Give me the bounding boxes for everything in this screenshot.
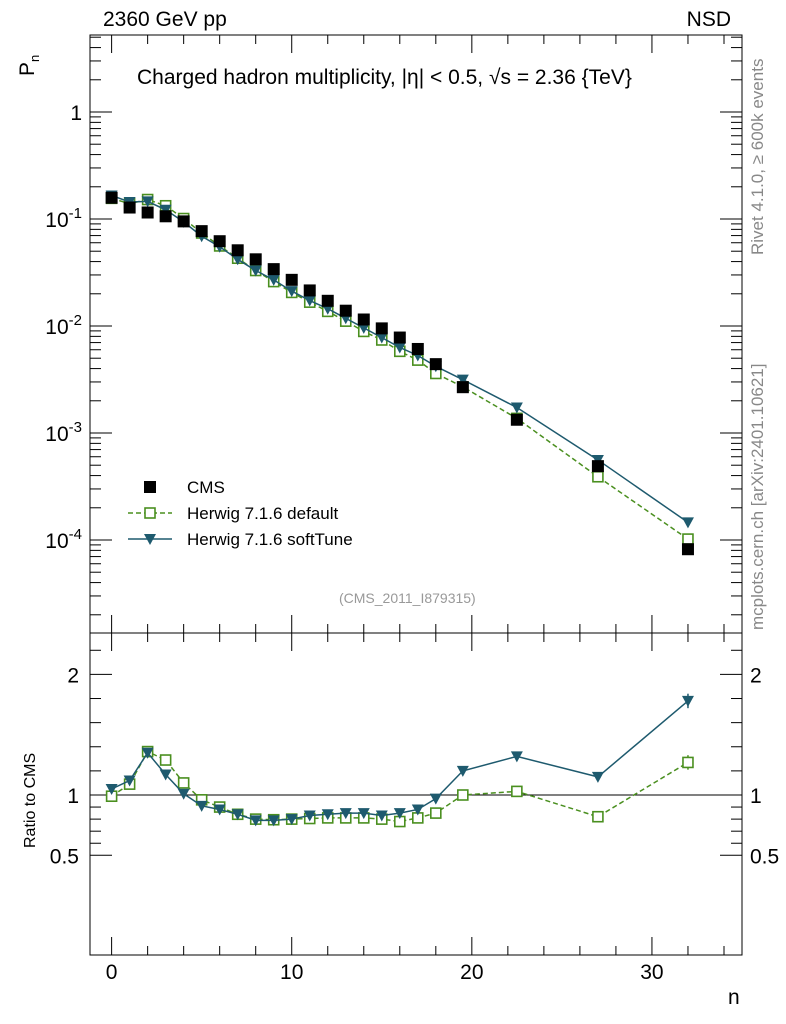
cms-point [177, 215, 190, 228]
ratio-ytick-label-right: 2 [750, 664, 762, 687]
legend-marker [144, 481, 156, 493]
softtune-point [357, 322, 370, 334]
ratio-softtune-point [177, 788, 190, 800]
ratio-softtune-point [267, 815, 280, 827]
ratio-softtune-point [285, 814, 298, 826]
ratio-softtune-point [411, 804, 424, 816]
ratio-softtune-point [393, 808, 406, 820]
main-ytick-label: 10-2 [45, 312, 82, 339]
cms-point [591, 460, 604, 473]
ratio-default-point [177, 777, 190, 789]
cms-point [249, 253, 262, 266]
softtune-point [267, 274, 280, 286]
cms-point [510, 413, 523, 426]
main-ytick-label: 10-4 [45, 526, 82, 553]
cms-point [429, 358, 442, 371]
softtune-point [303, 295, 316, 307]
default-point [682, 533, 694, 545]
cms-point [105, 191, 118, 204]
ratio-softtune-point [510, 751, 523, 763]
header-nsd-label: NSD [686, 8, 731, 31]
cms-point [213, 235, 226, 248]
ratio-softtune-point [303, 810, 316, 822]
legend-label: CMS [187, 478, 225, 497]
ratio-xtick-label: 10 [280, 961, 303, 984]
ratio-default-point [592, 810, 604, 823]
ratio-softtune-point [321, 809, 334, 821]
cms-point [456, 381, 469, 394]
softtune-point [375, 332, 388, 344]
cms-point [411, 342, 424, 355]
ratio-default-point [511, 785, 523, 798]
main-ytick-label: 10-1 [45, 205, 82, 232]
analysis-tag: (CMS_2011_I879315) [339, 590, 476, 606]
ratio-softtune-point [357, 808, 370, 820]
ratio-xtick-label: 0 [106, 961, 118, 984]
ratio-softtune-point [249, 815, 262, 827]
softtune-point [285, 286, 298, 298]
cms-point [321, 294, 334, 307]
ratio-softtune-point [591, 771, 604, 783]
cms-point [375, 322, 388, 335]
ratio-default-point [457, 789, 469, 801]
x-axis-label: n [728, 986, 740, 1009]
legend-label: Herwig 7.1.6 default [187, 504, 338, 523]
default-line [111, 197, 689, 540]
cms-point [195, 225, 208, 238]
ratio-default-point [159, 754, 172, 766]
cms-point [159, 210, 172, 223]
softtune-point [681, 517, 694, 529]
ratio-softtune-point [195, 800, 208, 812]
softtune-point [249, 265, 262, 277]
ratio-ytick-label-right: 1 [750, 785, 762, 808]
cms-point [123, 201, 136, 214]
ratio-softtune-point [429, 793, 442, 805]
softtune-point [141, 196, 154, 208]
ratio-ytick-label-left: 2 [67, 664, 79, 687]
legend-label: Herwig 7.1.6 softTune [187, 530, 353, 549]
ratio-xtick-label: 30 [640, 961, 663, 984]
softtune-point [456, 374, 469, 386]
cms-point [267, 263, 280, 276]
cms-point [393, 331, 406, 344]
cms-point [285, 273, 298, 286]
ratio-softtune-point [375, 810, 388, 822]
ratio-softtune-point [681, 695, 694, 707]
ratio-softtune-point [123, 775, 136, 787]
main-plot-title: Charged hadron multiplicity, |η| < 0.5, … [137, 66, 632, 89]
softtune-point [159, 204, 172, 216]
cms-point [231, 244, 244, 257]
default-point [592, 470, 604, 483]
legend-marker [144, 507, 156, 519]
ratio-softtune-point [231, 809, 244, 821]
header-process-label: 2360 GeV pp [103, 8, 227, 31]
ratio-plot-frame [89, 632, 743, 956]
ratio-softtune-point [141, 747, 154, 759]
softtune-point [510, 402, 523, 414]
ratio-softtune-point [456, 765, 469, 777]
main-ytick-label: 10-3 [45, 419, 82, 446]
cms-point [339, 304, 352, 317]
ratio-default-point [682, 756, 694, 769]
ratio-softtune-point [159, 769, 172, 781]
softtune-point [393, 342, 406, 354]
ratio-ytick-label-right: 0.5 [750, 845, 779, 868]
ratio-softtune-point [213, 804, 226, 816]
cms-point [303, 284, 316, 297]
ratio-ytick-label-left: 1 [67, 785, 79, 808]
cms-point [141, 206, 154, 219]
softtune-point [231, 254, 244, 266]
cms-point [681, 543, 694, 556]
main-ytick-label: 1 [70, 102, 82, 125]
ratio-xtick-label: 20 [460, 961, 483, 984]
legend-marker [144, 534, 156, 545]
cms-point [357, 313, 370, 326]
ratio-default-point [430, 807, 442, 819]
ratio-softtune-point [339, 808, 352, 820]
ratio-ytick-label-left: 0.5 [50, 845, 79, 868]
ratio-softtune-point [105, 783, 118, 795]
